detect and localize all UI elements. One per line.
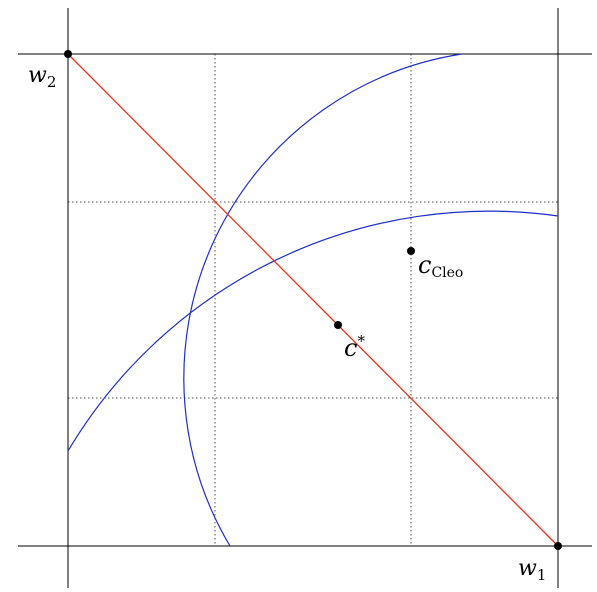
points <box>64 50 562 550</box>
point-c-star <box>334 321 342 329</box>
point-w2 <box>64 50 72 58</box>
label-c-cleo: cCleo <box>418 251 463 281</box>
arc-centered-bottom-right <box>183 53 463 547</box>
label-w1: w1 <box>518 556 546 584</box>
label-w2: w2 <box>28 63 56 91</box>
grid-lines <box>68 54 558 546</box>
label-c-star: c* <box>344 332 365 362</box>
axes <box>18 8 592 588</box>
arcs <box>67 53 559 547</box>
point-w1 <box>554 542 562 550</box>
arc-centered-top-right <box>67 210 559 452</box>
point-c-cleo <box>407 247 415 255</box>
diagonal-line <box>67 53 559 547</box>
